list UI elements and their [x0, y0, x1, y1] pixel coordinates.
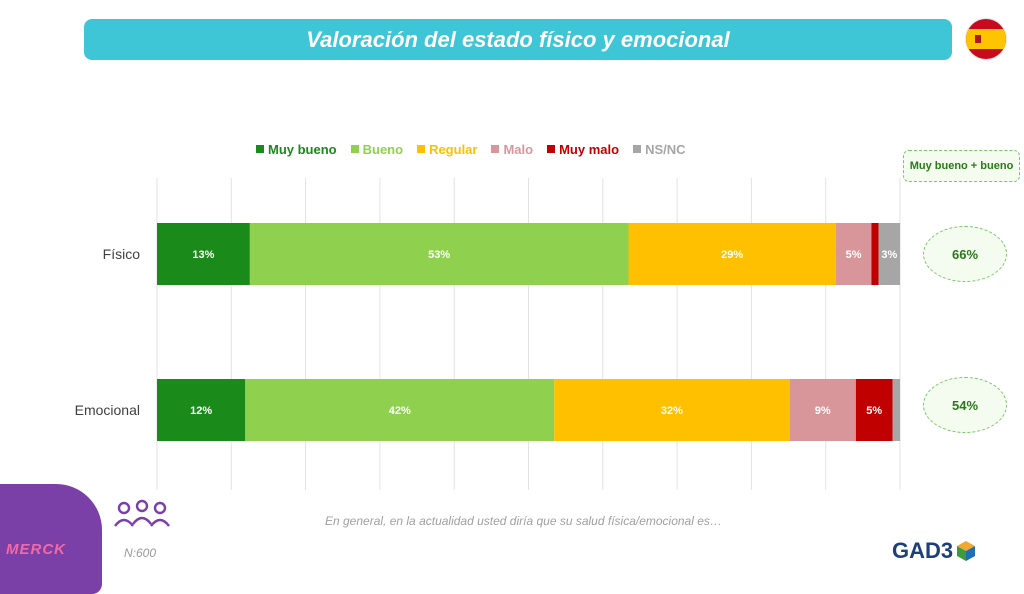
page-title: Valoración del estado físico y emocional: [306, 26, 730, 52]
gad3-logo: GAD3: [892, 538, 976, 564]
data-label: 5%: [846, 249, 862, 261]
legend-label: Regular: [429, 141, 478, 157]
legend-swatch: [350, 145, 359, 153]
bar-segment: [157, 223, 250, 285]
legend-item: Regular: [417, 141, 477, 157]
bar-segment: [249, 223, 629, 285]
bar-segment: [892, 379, 900, 441]
legend-label: Muy bueno: [268, 141, 337, 157]
data-label: 13%: [192, 249, 214, 261]
bar-segment: [871, 223, 879, 285]
legend-label: Malo: [503, 141, 534, 157]
legend-label: Bueno: [362, 141, 404, 157]
bar-segment: [855, 379, 893, 441]
legend-swatch: [417, 145, 426, 153]
legend-swatch: [491, 145, 500, 153]
data-label: 5%: [866, 405, 882, 417]
bar-segment: [245, 379, 555, 441]
question-text: En general, en la actualidad usted diría…: [325, 514, 722, 528]
summary-value-emocional: 54%: [923, 377, 1007, 433]
summary-header: Muy bueno + bueno: [903, 150, 1020, 182]
legend-label: NS/NC: [645, 141, 686, 157]
chart-legend: Muy bueno Bueno Regular Malo Muy malo NS/NC: [256, 141, 686, 157]
bar-segment: [157, 379, 246, 441]
people-icon: [113, 498, 171, 541]
cube-icon: [957, 541, 976, 561]
bar-segment: [628, 223, 836, 285]
legend-item: Muy bueno: [256, 141, 337, 157]
legend-item: NS/NC: [633, 141, 686, 157]
data-label: 42%: [389, 405, 411, 417]
bar-segment: [835, 223, 872, 285]
legend-swatch: [547, 145, 556, 153]
sample-size: N:600: [124, 546, 157, 560]
category-label: Físico: [103, 246, 141, 262]
stacked-bar-chart: 13% 53% 29% 5% 3% Físico 12% 42% 32% 9% 5% Emociona…: [75, 178, 901, 490]
spain-flag-icon: [966, 19, 1006, 59]
legend-swatch: [633, 145, 642, 153]
bar-segment: [554, 379, 790, 441]
data-label: 29%: [721, 249, 743, 261]
summary-value-fisico: 66%: [923, 226, 1007, 282]
data-label: 3%: [881, 249, 897, 261]
merck-logo-background: [0, 484, 102, 594]
legend-label: Muy malo: [559, 141, 620, 157]
merck-logo: MERCK: [6, 541, 66, 558]
data-label: 12%: [190, 405, 212, 417]
category-label: Emocional: [75, 402, 140, 418]
legend-item: Muy malo: [547, 141, 619, 157]
legend-item: Malo: [491, 141, 533, 157]
title-banner: Valoración del estado físico y emocional: [84, 19, 952, 60]
data-label: 32%: [661, 405, 683, 417]
legend-item: Bueno: [350, 141, 404, 157]
data-label: 53%: [428, 249, 450, 261]
gad3-logo-text: GAD3: [892, 538, 954, 563]
legend-swatch: [256, 145, 264, 153]
bar-segment: [789, 379, 856, 441]
data-label: 9%: [815, 405, 831, 417]
bar-segment: [878, 223, 900, 285]
